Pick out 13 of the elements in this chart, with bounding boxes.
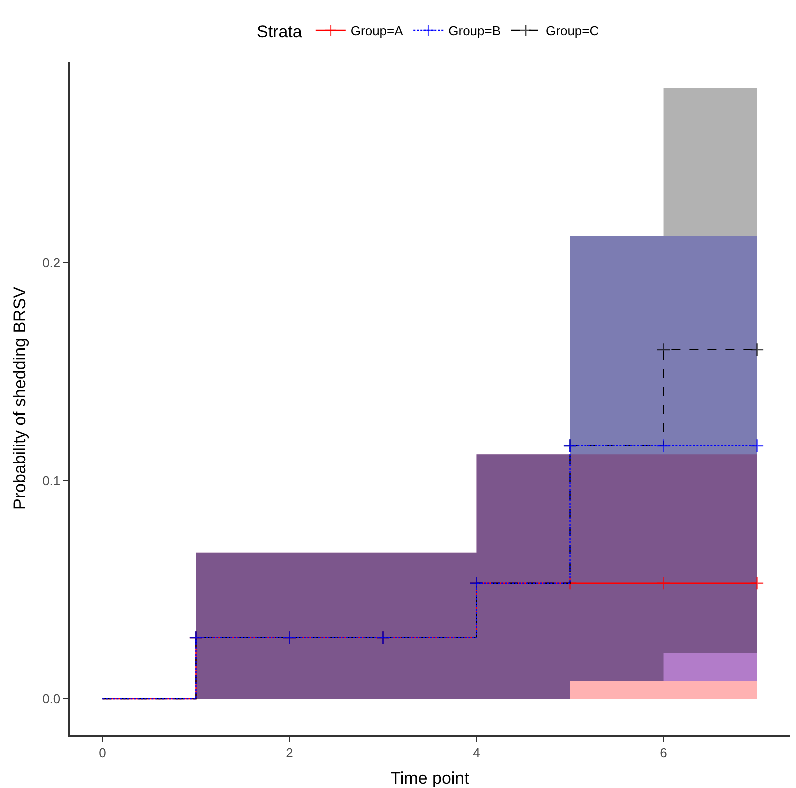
x-tick-label: 2: [286, 745, 294, 760]
y-axis-title: Probability of shedding BRSV: [10, 286, 30, 510]
y-tick-label: 0.1: [42, 473, 61, 488]
y-tick-label: 0.0: [42, 692, 61, 707]
x-tick-label: 0: [99, 745, 106, 760]
legend-label: Group=B: [448, 24, 502, 39]
x-tick-label: 4: [473, 745, 480, 760]
x-axis-title: Time point: [390, 769, 470, 788]
legend-label: Group=C: [546, 24, 600, 39]
y-tick-label: 0.2: [42, 255, 61, 270]
legend-label: Group=A: [350, 24, 404, 39]
x-tick-label: 6: [660, 745, 668, 760]
legend-title: Strata: [257, 22, 303, 42]
